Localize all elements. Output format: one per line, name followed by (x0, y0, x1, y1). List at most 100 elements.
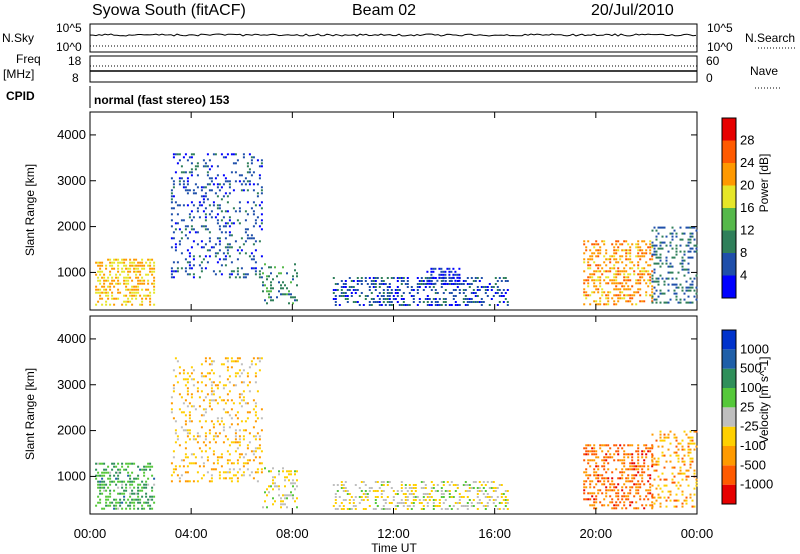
data-cell (244, 402, 247, 405)
data-cell (585, 447, 588, 450)
data-cell (294, 269, 296, 272)
data-cell (408, 487, 411, 489)
data-cell (256, 480, 259, 483)
data-cell (428, 493, 431, 495)
data-cell (661, 490, 664, 493)
data-cell (180, 411, 183, 414)
data-cell (280, 500, 282, 503)
data-cell (284, 503, 286, 506)
data-cell (172, 183, 175, 186)
data-cell (693, 505, 696, 508)
data-cell (133, 507, 136, 510)
data-cell (149, 465, 152, 468)
data-cell (595, 279, 598, 282)
data-cell (214, 399, 217, 402)
data-cell (113, 258, 116, 261)
data-cell (669, 271, 672, 274)
data-cell (432, 267, 435, 270)
data-cell (222, 183, 225, 186)
data-cell (252, 225, 255, 228)
data-cell (113, 279, 116, 282)
data-cell (422, 493, 425, 495)
data-cell (208, 183, 211, 186)
data-cell (647, 270, 650, 273)
data-cell (250, 162, 253, 165)
data-cell (350, 286, 353, 288)
data-cell (133, 291, 136, 294)
data-cell (617, 270, 620, 273)
data-cell (143, 468, 146, 471)
data-cell (446, 490, 449, 492)
data-cell (374, 286, 377, 288)
data-cell (232, 474, 235, 477)
data-cell (284, 485, 286, 488)
data-cell (458, 292, 461, 294)
data-cell (242, 465, 245, 468)
data-cell (342, 487, 345, 489)
data-cell (386, 301, 389, 303)
data-cell (117, 264, 120, 267)
data-cell (105, 471, 108, 474)
data-cell (360, 490, 363, 492)
data-cell (673, 475, 676, 478)
data-cell (627, 276, 630, 279)
data-cell (170, 267, 173, 270)
data-cell (603, 465, 606, 468)
data-cell (643, 267, 646, 270)
data-cell (109, 504, 112, 507)
data-cell (178, 153, 181, 156)
data-cell (202, 210, 205, 213)
data-cell (683, 253, 686, 256)
data-cell (190, 453, 193, 456)
data-cell (115, 477, 118, 480)
data-cell (504, 298, 507, 300)
data-cell (292, 497, 294, 500)
data-cell (494, 490, 497, 492)
data-cell (153, 261, 156, 264)
data-cell (619, 294, 622, 297)
data-cell (129, 504, 132, 507)
x-axis-title: Time UT (371, 541, 417, 554)
data-cell (681, 493, 684, 496)
data-cell (246, 234, 249, 237)
data-cell (135, 492, 138, 495)
data-cell (599, 276, 602, 279)
data-cell (127, 471, 130, 474)
data-cell (176, 435, 179, 438)
data-cell (643, 465, 646, 468)
data-cell (444, 304, 447, 306)
nsky-line (89, 33, 697, 37)
data-cell (220, 198, 223, 201)
data-cell (216, 174, 219, 177)
data-cell (593, 474, 596, 477)
data-cell (448, 490, 451, 492)
data-cell (274, 476, 276, 479)
data-cell (426, 279, 429, 282)
data-cell (659, 256, 662, 259)
data-cell (228, 375, 231, 378)
data-cell (234, 435, 237, 438)
data-cell (139, 303, 142, 306)
data-cell (629, 453, 632, 456)
data-cell (370, 298, 373, 300)
data-cell (386, 286, 389, 288)
data-cell (360, 280, 363, 282)
data-cell (619, 243, 622, 246)
data-cell (597, 477, 600, 480)
data-cell (222, 216, 225, 219)
data-cell (151, 273, 154, 276)
data-cell (456, 484, 459, 486)
data-cell (476, 496, 479, 498)
data-cell (220, 273, 223, 276)
data-cell (119, 498, 122, 501)
data-cell (627, 474, 630, 477)
data-cell (448, 280, 451, 282)
data-cell (220, 210, 223, 213)
data-cell (452, 289, 455, 291)
data-cell (218, 249, 221, 252)
data-cell (364, 496, 367, 498)
data-cell (653, 262, 656, 265)
data-cell (113, 462, 116, 465)
